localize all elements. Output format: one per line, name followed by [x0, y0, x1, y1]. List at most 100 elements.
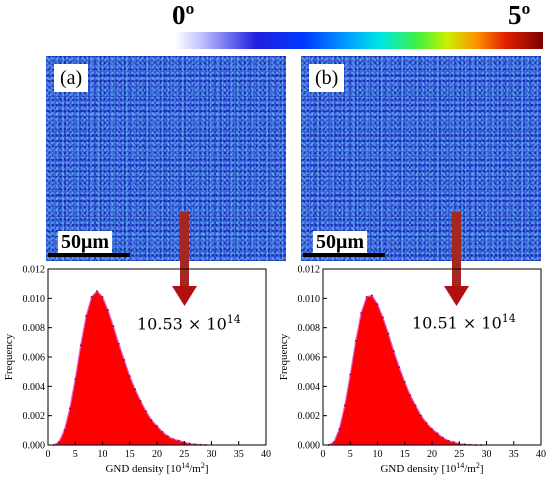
annotation-b-exp: 14	[501, 312, 516, 325]
gnd-histogram-a: 0 5 10 15 20 25 30 35 40 0.000 0.002 0.004 0.006 0.00…	[3, 265, 271, 476]
arrow-b	[444, 212, 469, 306]
hist-a-point	[145, 410, 148, 413]
hist-b-ytick-label: 0.004	[298, 382, 321, 393]
hist-b-point	[382, 316, 384, 319]
hist-b-xtick-label: 20	[427, 449, 437, 460]
hist-a-point	[58, 441, 60, 443]
hist-b-point	[392, 350, 395, 353]
hist-a-ytick-label: 0.002	[23, 411, 46, 422]
hist-a-ytick-label: 0.000	[23, 441, 46, 452]
hist-a-point	[101, 295, 104, 298]
scalebar-b	[303, 253, 385, 257]
hist-b-point	[338, 427, 341, 430]
hist-a-point	[85, 315, 88, 317]
annotation-a: 10.53 × 1014	[137, 313, 241, 333]
hist-b-point	[442, 436, 444, 439]
hist-a-ytick-label: 0.012	[23, 265, 46, 276]
colorbar-min-label: 0º	[172, 0, 195, 30]
annotation-b: 10.51 × 1014	[412, 312, 516, 332]
hist-a-point	[177, 439, 180, 442]
hist-a-point	[68, 407, 71, 410]
hist-a-xlabel: GND density [1014/m2]	[105, 461, 208, 475]
hist-a-ytick-label: 0.006	[23, 353, 46, 364]
hist-a-ytick-label: 0.004	[23, 382, 46, 393]
hist-b-point	[420, 414, 422, 417]
hist-b-point	[398, 366, 401, 369]
hist-b-point	[360, 312, 363, 314]
gnd-map-b: (b) 50μm	[301, 56, 541, 261]
hist-b-xlabel: GND density [1014/m2]	[380, 461, 483, 475]
scalebar-a	[48, 253, 130, 257]
hist-b-xtick-label: 5	[348, 449, 353, 460]
hist-a-point	[96, 290, 98, 292]
hist-a-point	[63, 429, 66, 432]
hist-a-point	[90, 295, 93, 298]
hist-b-point	[409, 394, 412, 397]
hist-a-xtick-label: 10	[98, 449, 108, 460]
hist-b-ytick-label: 0.002	[298, 411, 321, 422]
hist-b-point	[447, 439, 450, 442]
hist-b-ylabel: Frequency	[278, 333, 290, 380]
hist-a-point	[112, 325, 115, 328]
colorbar-max-label: 5º	[508, 0, 531, 30]
hist-b-point	[371, 294, 373, 297]
hist-a-xtick-label: 0	[46, 449, 51, 460]
hist-a-point	[128, 375, 131, 377]
hist-b-point	[349, 373, 352, 376]
hist-b-point	[431, 427, 433, 430]
hist-b-point	[333, 441, 335, 443]
hist-a-xtick-label: 25	[179, 449, 189, 460]
hist-a-xtick-label: 40	[261, 449, 271, 460]
hist-a-point	[139, 400, 142, 402]
hist-a-point	[123, 359, 126, 361]
hist-a-point	[150, 419, 153, 421]
hist-b-ytick-label: 0.010	[298, 294, 321, 305]
misorientation-colorbar	[175, 32, 543, 49]
hist-a-point	[156, 425, 158, 427]
hist-a-xtick-label: 15	[125, 449, 135, 460]
arrow-a	[172, 212, 197, 306]
annotation-b-base: 10.51 × 10	[412, 313, 502, 333]
gnd-histogram-b: 0 5 10 15 20 25 30 35 40 0.000 0.002 0.004 0.006 0.00…	[278, 265, 546, 476]
panel-label-a: (a)	[54, 64, 89, 92]
hist-a-xtick-label: 35	[234, 449, 244, 460]
hist-a-point	[107, 309, 109, 311]
hist-b-ytick-label: 0.008	[298, 323, 321, 334]
hist-b-xtick-label: 10	[373, 449, 383, 460]
hist-b-point	[452, 441, 455, 443]
hist-a-xtick-label: 5	[73, 449, 78, 460]
hist-b-point	[436, 432, 439, 435]
hist-b-ytick-label: 0.006	[298, 353, 321, 364]
gnd-map-a: (a) 50μm	[46, 56, 286, 261]
hist-b-point	[354, 339, 357, 342]
hist-b-ytick-label: 0.000	[298, 441, 321, 452]
hist-a-point	[79, 344, 82, 347]
hist-a-point	[117, 342, 120, 345]
panel-label-b: (b)	[309, 64, 345, 92]
hist-a-point	[74, 378, 77, 380]
hist-a-xtick-label: 30	[207, 449, 217, 460]
hist-b-point	[376, 303, 379, 306]
hist-a-area	[53, 290, 207, 446]
hist-a-ytick-label: 0.008	[23, 323, 46, 334]
scalebar-label-a: 50μm	[58, 231, 112, 253]
hist-b-point	[343, 404, 346, 407]
hist-b-xtick-label: 15	[400, 449, 410, 460]
hist-b-xtick-label: 35	[509, 449, 519, 460]
hist-b-xtick-label: 25	[454, 449, 464, 460]
hist-b-xtick-label: 40	[536, 449, 546, 460]
annotation-a-base: 10.53 × 10	[137, 314, 227, 334]
hist-a-ylabel: Frequency	[3, 333, 15, 380]
hist-b-ytick-label: 0.012	[298, 265, 321, 276]
hist-b-area	[328, 294, 482, 446]
hist-a-point	[188, 442, 191, 445]
hist-a-point	[172, 438, 175, 441]
hist-b-xtick-label: 0	[321, 449, 326, 460]
hist-a-xtick-label: 20	[152, 449, 162, 460]
hist-b-point	[403, 381, 406, 383]
hist-b-point	[425, 422, 428, 424]
hist-a-point	[167, 435, 169, 438]
hist-a-point	[134, 388, 137, 391]
hist-b-xtick-label: 30	[482, 449, 492, 460]
